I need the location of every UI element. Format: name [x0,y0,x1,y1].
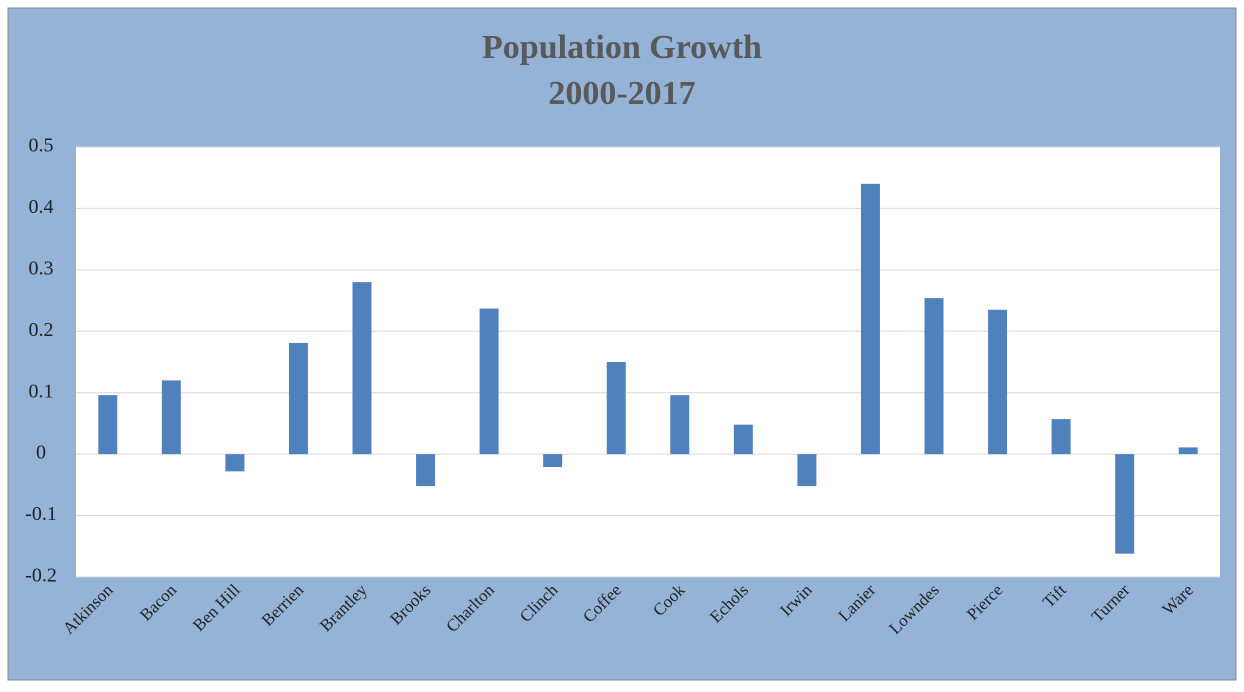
bar [1178,447,1198,455]
bar [416,454,436,487]
bar [860,183,880,455]
bar [797,454,817,487]
plot-area [76,147,1220,577]
bar [988,309,1008,455]
y-tick-label: -0.1 [25,503,57,525]
bar [543,454,563,468]
bar [1051,419,1071,455]
y-tick-label: -0.2 [25,565,57,587]
bar [98,395,118,455]
bar [924,298,944,455]
bar [606,362,626,455]
y-tick-label: 0.2 [29,319,54,341]
bar [352,282,372,455]
chart-subtitle: 2000-2017 [548,75,695,112]
bar [161,380,181,455]
bar [288,342,308,455]
chart-title: Population Growth [482,29,762,66]
bar [1115,454,1135,554]
y-tick-label: 0 [36,442,46,464]
bar [733,424,753,455]
bar [670,395,690,455]
y-tick-label: 0.5 [29,135,54,157]
bar [225,454,245,472]
y-tick-label: 0.1 [29,380,54,402]
bar [479,308,499,455]
y-tick-label: 0.3 [29,257,54,279]
y-tick-label: 0.4 [29,196,54,218]
